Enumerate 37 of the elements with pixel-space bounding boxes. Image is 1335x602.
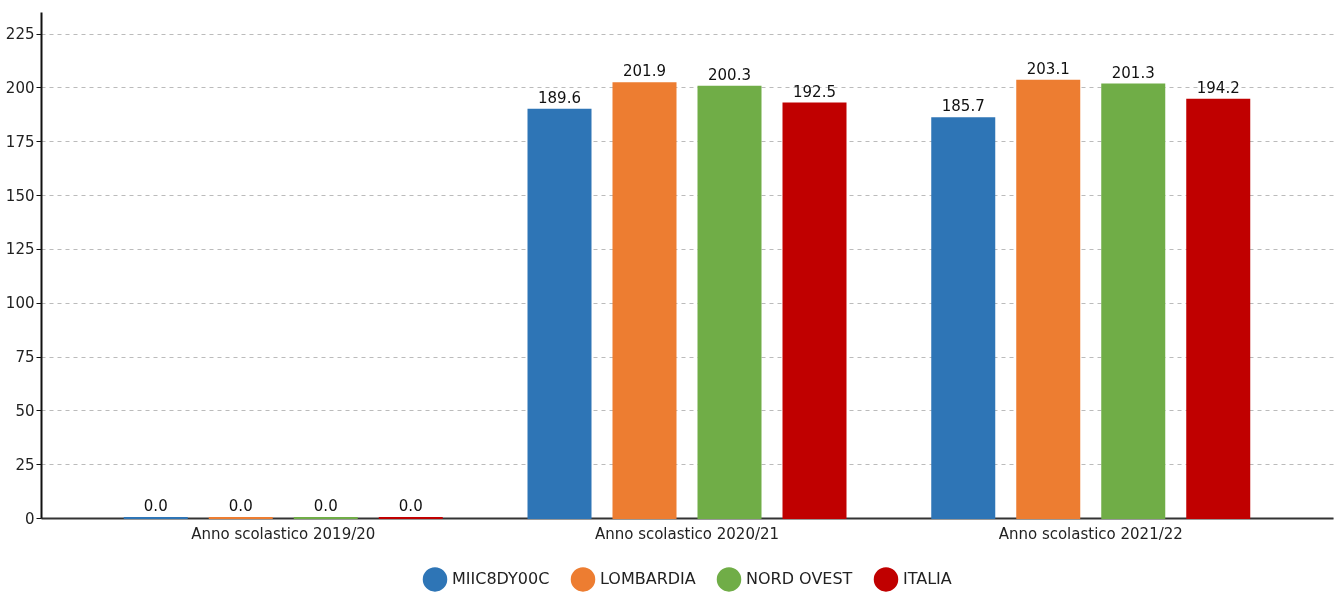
- x-tick-label: Anno scolastico 2020/21: [594, 524, 780, 543]
- y-tick-label: 175: [5, 132, 35, 151]
- data-label: 0.0: [228, 497, 253, 515]
- y-tick-label: 225: [5, 25, 35, 44]
- legend-label: ITALIA: [903, 569, 952, 589]
- data-label: 0.0: [143, 497, 168, 515]
- x-tick-label: Anno scolastico 2021/22: [998, 524, 1183, 543]
- bar: [612, 82, 677, 519]
- data-label: 185.7: [941, 97, 985, 116]
- data-label: 201.9: [623, 62, 666, 81]
- bar: [1016, 79, 1081, 519]
- y-tick-label: 75: [15, 348, 35, 367]
- data-label: 200.3: [708, 65, 751, 84]
- y-tick-label: 0: [24, 509, 35, 528]
- y-tick-label: 125: [5, 240, 35, 259]
- data-label: 192.5: [793, 82, 836, 101]
- data-label: 203.1: [1026, 59, 1070, 78]
- data-label: 189.6: [538, 88, 581, 107]
- y-tick-label: 200: [5, 78, 35, 97]
- y-tick-label: 100: [5, 294, 35, 313]
- bar: [931, 117, 996, 519]
- y-tick-label: 50: [15, 401, 35, 420]
- bar: [782, 102, 847, 519]
- bar: [1186, 98, 1251, 519]
- bar: [1101, 83, 1166, 519]
- legend-label: NORD OVEST: [746, 569, 853, 589]
- legend-label: LOMBARDIA: [600, 569, 696, 589]
- data-label: 0.0: [398, 497, 423, 515]
- data-label: 194.2: [1196, 78, 1240, 97]
- data-label: 201.3: [1111, 63, 1155, 82]
- x-tick-label: Anno scolastico 2019/20: [191, 524, 376, 543]
- bar: [697, 85, 762, 519]
- y-tick-label: 150: [5, 186, 35, 205]
- legend-label: MIIC8DY00C: [452, 569, 550, 589]
- y-tick-label: 25: [15, 455, 35, 474]
- bar: [527, 108, 592, 519]
- data-label: 0.0: [313, 497, 338, 515]
